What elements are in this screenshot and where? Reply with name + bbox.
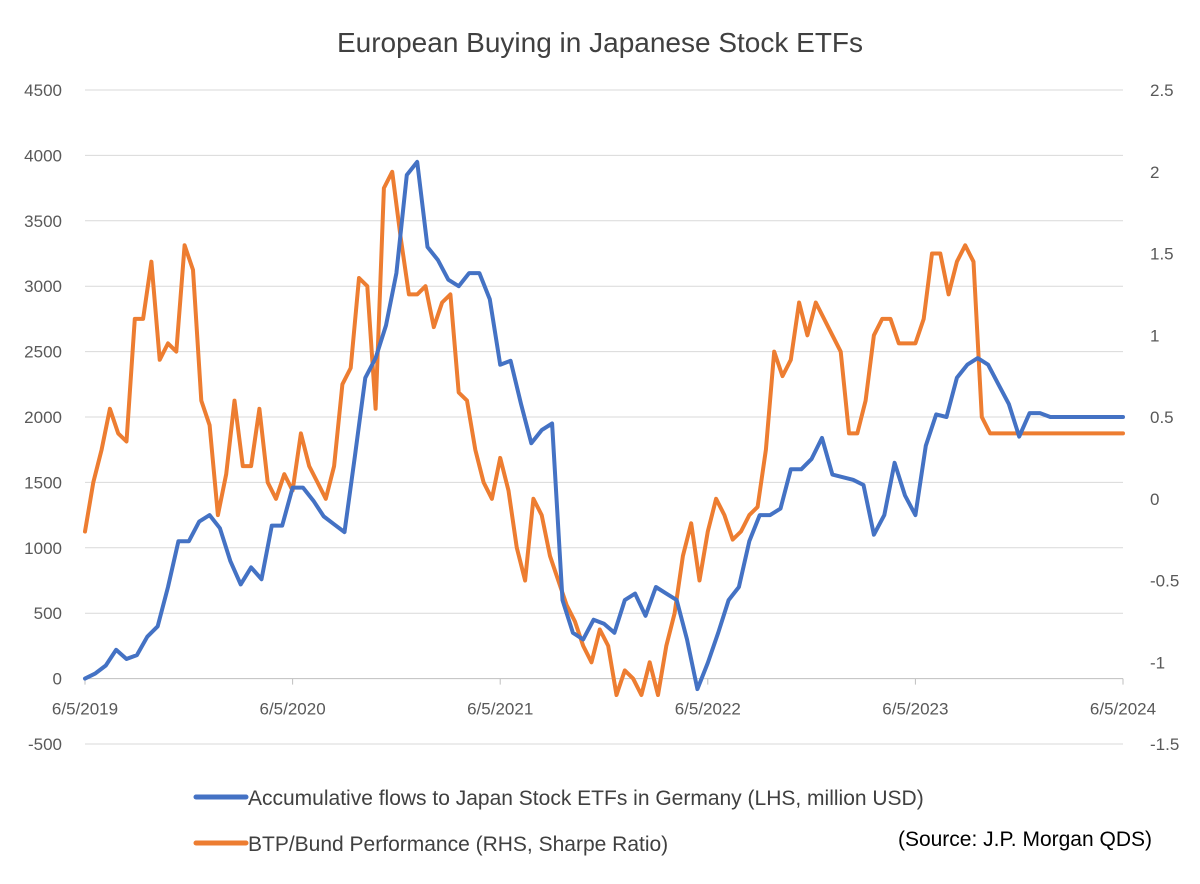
chart-title: European Buying in Japanese Stock ETFs bbox=[337, 27, 863, 58]
gridlines bbox=[85, 89, 1123, 745]
y-left-tick-label: -500 bbox=[28, 735, 62, 754]
y-left-tick-label: 1500 bbox=[24, 473, 62, 492]
y-left-tick-label: 500 bbox=[34, 604, 62, 623]
y-right-tick-label: 2 bbox=[1150, 163, 1159, 182]
y-right-tick-label: 2.5 bbox=[1150, 81, 1174, 100]
y-right-tick-label: 0 bbox=[1150, 490, 1159, 509]
x-tick-label: 6/5/2023 bbox=[882, 700, 948, 719]
y-right-tick-label: 0.5 bbox=[1150, 408, 1174, 427]
x-tick-label: 6/5/2024 bbox=[1090, 700, 1156, 719]
y-left-tick-label: 3000 bbox=[24, 277, 62, 296]
y-right-tick-label: 1 bbox=[1150, 326, 1159, 345]
y-left-tick-label: 3500 bbox=[24, 212, 62, 231]
legend-label-flows: Accumulative flows to Japan Stock ETFs i… bbox=[248, 787, 924, 810]
legend-label-btp-bund: BTP/Bund Performance (RHS, Sharpe Ratio) bbox=[248, 833, 668, 856]
y-left-tick-label: 0 bbox=[53, 670, 62, 689]
axes: 4500 4000 3500 3000 2500 2000 1500 1000 500 0 -500… bbox=[24, 81, 1179, 754]
x-tick-label: 6/5/2022 bbox=[675, 700, 741, 719]
x-tick-label: 6/5/2021 bbox=[467, 700, 533, 719]
y-left-tick-label: 2500 bbox=[24, 343, 62, 362]
series-lines bbox=[83, 159, 1125, 697]
series-line-btp-bund bbox=[83, 169, 1125, 697]
series-line-flows bbox=[83, 159, 1125, 692]
y-right-tick-label: -1.5 bbox=[1150, 735, 1179, 754]
y-left-tick-label: 1000 bbox=[24, 539, 62, 558]
x-tick-label: 6/5/2019 bbox=[52, 700, 118, 719]
y-left-tick-label: 4500 bbox=[24, 81, 62, 100]
y-right-tick-label: -1 bbox=[1150, 653, 1165, 672]
y-right-tick-label: 1.5 bbox=[1150, 245, 1174, 264]
y-right-tick-label: -0.5 bbox=[1150, 572, 1179, 591]
x-tick-label: 6/5/2020 bbox=[260, 700, 326, 719]
y-left-tick-label: 2000 bbox=[24, 408, 62, 427]
source-note: (Source: J.P. Morgan QDS) bbox=[898, 828, 1152, 851]
y-left-tick-label: 4000 bbox=[24, 146, 62, 165]
legend: Accumulative flows to Japan Stock ETFs i… bbox=[193, 787, 924, 856]
